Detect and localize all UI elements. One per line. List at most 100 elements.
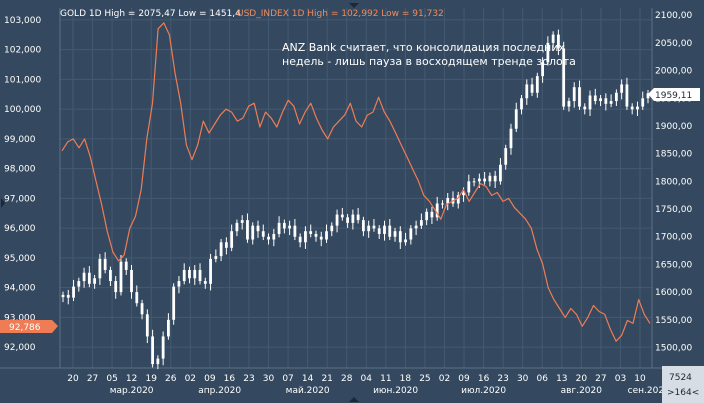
gold-candle-body: [293, 225, 297, 237]
x-tick-label: 25: [419, 374, 430, 384]
gold-candle-body: [124, 261, 128, 270]
gold-candle-body: [404, 239, 407, 243]
left-tick-label: 103,000: [4, 16, 41, 26]
gold-candle-body: [435, 203, 439, 218]
gold-candle-body: [309, 231, 313, 234]
x-tick-label: 14: [302, 374, 314, 384]
gold-candle-body: [87, 272, 91, 284]
gold-candle-body: [425, 211, 429, 221]
gold-candle-body: [72, 286, 75, 298]
time-axis: 20 27 05 12 19 26 02 09 16 23 30 07 14 21 28 04 11 18 25 02…: [67, 374, 664, 396]
gold-candle-body: [398, 231, 402, 243]
x-tick-label: 27: [87, 374, 98, 384]
gold-candle-body: [251, 225, 255, 240]
gold-candle-body: [119, 261, 123, 293]
gold-candle-body: [393, 231, 397, 237]
gold-candle-body: [514, 109, 518, 129]
left-tick-label: 101,000: [4, 75, 41, 85]
gold-candle-body: [499, 164, 502, 182]
x-tick-label: 10: [634, 374, 646, 384]
gold-candle-body: [557, 34, 560, 49]
left-tick-label: 98,000: [4, 165, 36, 175]
right-tick-label: 1650,00: [655, 260, 692, 270]
gold-candle-body: [261, 231, 265, 237]
x-tick-label: 23: [243, 374, 254, 384]
gold-candle-body: [109, 269, 112, 282]
gold-candle-body: [203, 281, 207, 284]
gold-candle-body: [636, 106, 639, 110]
usd-last-badge: 92,786: [0, 320, 58, 333]
x-tick-label: 03: [615, 374, 626, 384]
gold-candle-body: [646, 93, 650, 99]
gold-candle-body: [356, 214, 360, 221]
x-tick-label: 19: [145, 374, 157, 384]
right-tick-label: 2100,00: [655, 11, 692, 21]
gold-last-badge: 1959,11: [648, 88, 700, 101]
gold-candle-body: [93, 278, 97, 284]
gold-candle-body: [377, 228, 381, 234]
gold-candle-body: [224, 242, 228, 248]
gold-candle-body: [520, 98, 523, 110]
bottom-marker-icon[interactable]: [349, 397, 359, 402]
gold-candle-body: [362, 220, 365, 232]
gold-candle-body: [567, 101, 571, 107]
scroll-indicator[interactable]: >164<: [667, 388, 699, 398]
gold-candle-body: [388, 225, 392, 237]
x-tick-label: 06: [537, 374, 549, 384]
gold-candle-body: [167, 319, 170, 337]
left-marker-icon[interactable]: [1, 198, 5, 208]
gold-candle-body: [246, 220, 249, 240]
gold-candle-body: [383, 225, 386, 234]
grid: [0, 8, 704, 369]
top-marker-icon[interactable]: [349, 3, 359, 8]
x-tick-label: 20: [67, 374, 79, 384]
month-label: мар.2020: [110, 386, 154, 396]
gold-candle-body: [419, 220, 423, 226]
right-tick-label: 1850,00: [655, 150, 692, 160]
gold-candle-body: [267, 236, 270, 240]
gold-candle-body: [319, 236, 323, 240]
gold-candle-body: [472, 181, 476, 183]
gold-candle-body: [414, 225, 418, 229]
x-tick-label: 11: [380, 374, 391, 384]
gold-candle-body: [346, 217, 349, 223]
gold-candle-body: [314, 233, 318, 237]
gold-candle-body: [599, 98, 602, 102]
left-tick-label: 99,000: [4, 135, 36, 145]
gold-candle-body: [509, 128, 513, 149]
gold-candle-body: [235, 222, 239, 232]
x-tick-label: 16: [478, 374, 490, 384]
gold-candle-body: [156, 358, 160, 365]
right-tick-label: 2050,00: [655, 39, 692, 49]
right-tick-label: 1500,00: [655, 344, 692, 354]
gold-candle-body: [209, 258, 212, 284]
x-tick-label: 28: [341, 374, 353, 384]
gold-candle-body: [562, 48, 566, 107]
gold-candle-body: [161, 336, 165, 359]
gold-candle-body: [335, 214, 339, 226]
gold-candle-body: [541, 62, 544, 77]
x-tick-label: 04: [361, 374, 373, 384]
gold-candle-body: [551, 34, 555, 43]
gold-candle-body: [593, 95, 597, 102]
annotation-line-1: ANZ Bank считает, что консолидация после…: [282, 41, 565, 54]
gold-candle-body: [430, 211, 434, 218]
gold-candle-body: [135, 292, 139, 304]
gold-candle-body: [546, 42, 550, 63]
left-tick-label: 94,000: [4, 284, 36, 294]
gold-candle-body: [130, 269, 133, 293]
gold-candle-body: [272, 233, 276, 240]
month-label: апр.2020: [198, 386, 241, 396]
gold-candle-body: [114, 281, 118, 293]
x-tick-label: 21: [321, 374, 332, 384]
gold-candle-body: [604, 98, 608, 104]
month-label: май.2020: [286, 386, 330, 396]
x-tick-label: 05: [106, 374, 117, 384]
gold-candle-body: [61, 294, 65, 298]
gold-candle-body: [151, 336, 154, 365]
gold-candle-body: [625, 84, 629, 107]
bar-count: 7524: [669, 373, 692, 383]
gold-candle-body: [182, 269, 186, 282]
usd-index-series: [61, 22, 651, 342]
gold-candle-body: [456, 195, 460, 204]
